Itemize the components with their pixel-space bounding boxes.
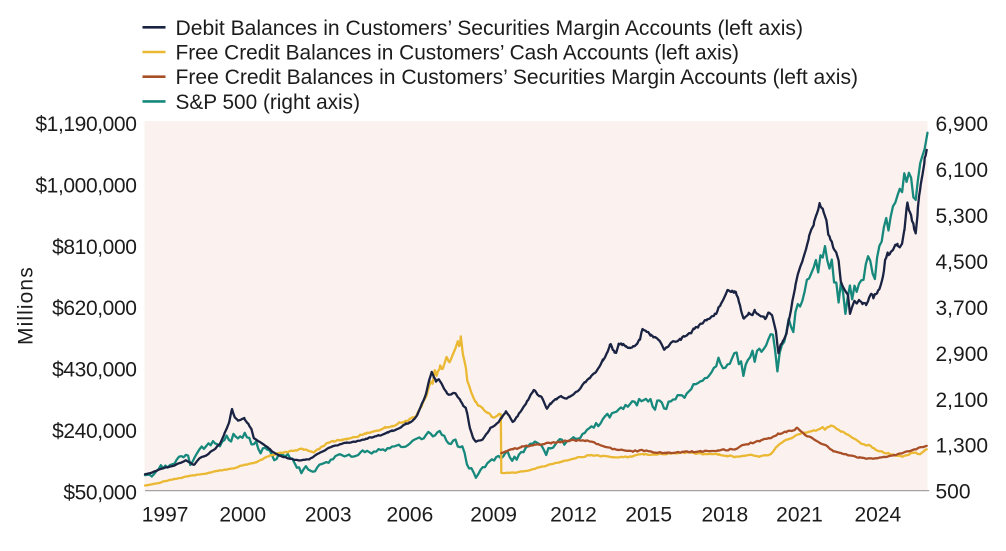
svg-text:4,500: 4,500 [936,251,989,274]
svg-text:$240,000: $240,000 [52,420,136,443]
svg-text:2012: 2012 [550,503,597,526]
svg-text:6,900: 6,900 [936,113,989,136]
svg-text:Millions: Millions [15,266,38,345]
svg-text:2006: 2006 [387,503,434,526]
svg-text:2,100: 2,100 [936,389,989,412]
svg-text:1,300: 1,300 [936,435,989,458]
svg-text:3,700: 3,700 [936,297,989,320]
svg-text:$1,000,000: $1,000,000 [35,174,136,197]
svg-text:2,900: 2,900 [936,343,989,366]
svg-text:Debit Balances in Customers’ S: Debit Balances in Customers’ Securities … [176,17,804,40]
svg-text:2000: 2000 [219,503,266,526]
svg-text:2015: 2015 [625,503,672,526]
svg-text:$810,000: $810,000 [52,236,136,259]
svg-text:2003: 2003 [305,503,352,526]
svg-text:$1,190,000: $1,190,000 [35,113,136,136]
svg-text:2009: 2009 [470,503,517,526]
svg-text:2018: 2018 [701,503,748,526]
svg-text:$50,000: $50,000 [63,481,136,504]
svg-text:Free Credit Balances in Custom: Free Credit Balances in Customers’ Secur… [176,66,858,89]
svg-text:6,100: 6,100 [936,159,989,182]
svg-text:$620,000: $620,000 [52,297,136,320]
svg-text:$430,000: $430,000 [52,359,136,382]
svg-text:Free Credit Balances in Custom: Free Credit Balances in Customers’ Cash … [176,42,740,65]
svg-text:2021: 2021 [776,503,823,526]
svg-text:1997: 1997 [142,503,189,526]
svg-text:S&P 500 (right axis): S&P 500 (right axis) [176,91,361,114]
svg-text:500: 500 [936,481,971,504]
svg-text:5,300: 5,300 [936,205,989,228]
svg-text:2024: 2024 [854,503,901,526]
